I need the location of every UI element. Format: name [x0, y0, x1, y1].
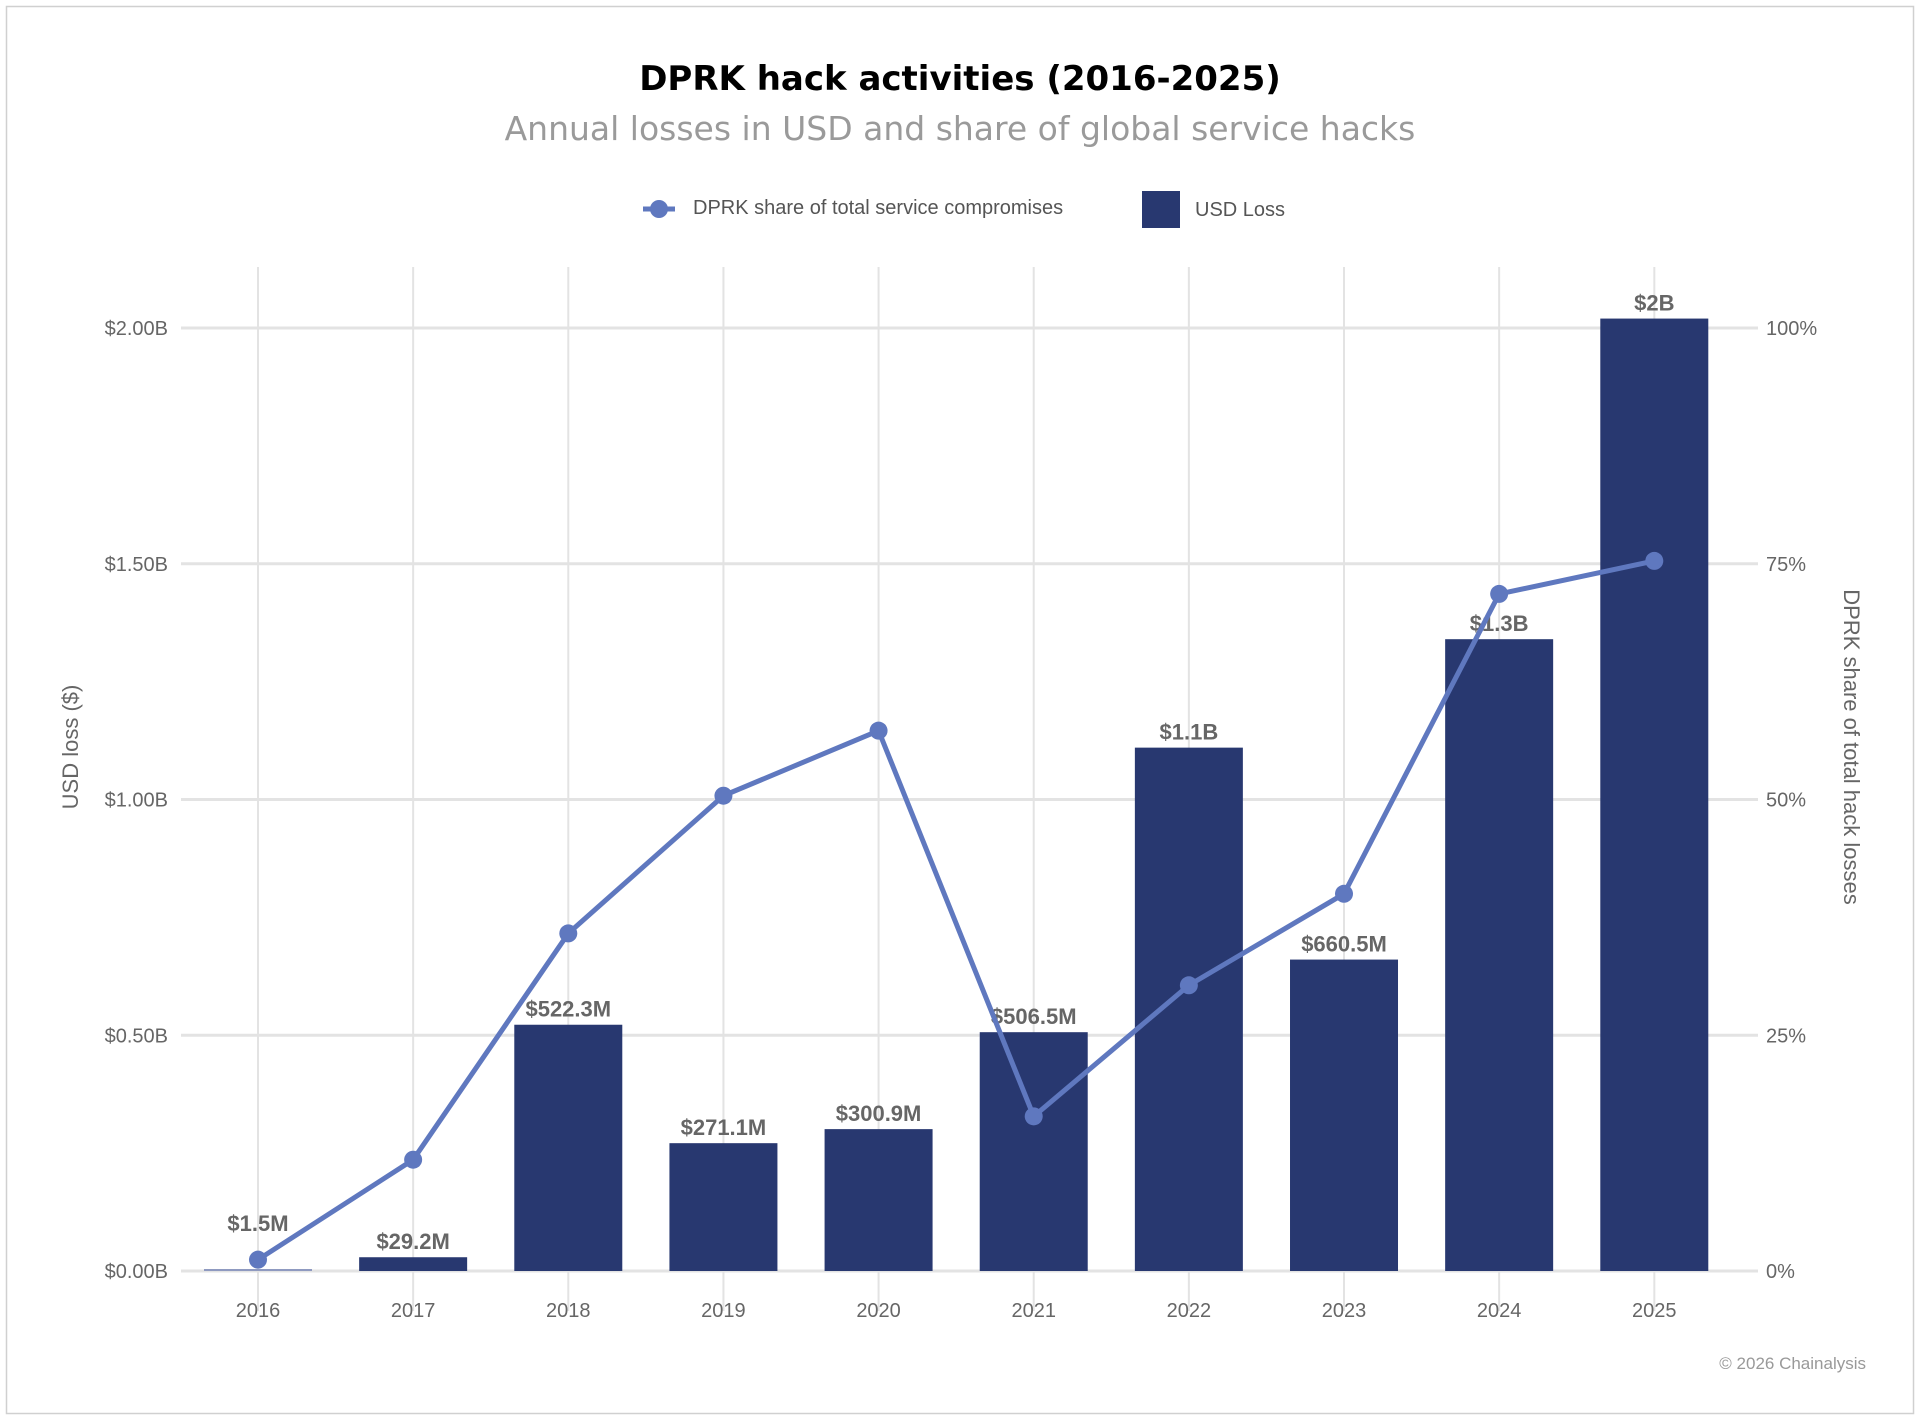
legend-item-share[interactable]: DPRK share of total service compromises — [643, 197, 1063, 219]
bar — [1134, 747, 1243, 1271]
right-axis-title: DPRK share of total hack losses — [1839, 589, 1864, 904]
legend-label-usd: USD Loss — [1195, 199, 1285, 221]
share-line — [249, 551, 1664, 1269]
x-tick-label: 2021 — [1011, 1300, 1056, 1322]
share-point — [404, 1150, 423, 1169]
right-tick-label: 100% — [1766, 318, 1817, 340]
bar-data-label: $522.3M — [525, 997, 611, 1022]
legend-dot-marker — [650, 200, 668, 218]
bar-data-label: $300.9M — [836, 1101, 922, 1126]
share-point — [1645, 551, 1664, 570]
x-tick-label: 2019 — [701, 1300, 746, 1322]
bar-data-label: $1.5M — [227, 1211, 288, 1236]
bar-data-label: $660.5M — [1301, 932, 1387, 957]
bar — [514, 1024, 623, 1271]
x-axis: 2016 2017 2018 2019 2020 2021 2022 2023 2024 2025 — [236, 1300, 1677, 1322]
legend-square-marker — [1142, 191, 1180, 228]
left-axis: $0.00B $0.50B $1.00B $1.50B $2.00B — [105, 318, 168, 1283]
share-point — [1024, 1107, 1043, 1126]
bar — [359, 1257, 468, 1271]
bar — [669, 1143, 778, 1271]
left-axis-title: USD loss ($) — [58, 685, 83, 810]
bar — [979, 1032, 1088, 1271]
share-point — [559, 924, 578, 943]
bar-data-label: $2B — [1634, 291, 1674, 316]
bar-data-label: $29.2M — [376, 1229, 449, 1254]
share-point — [1335, 884, 1354, 903]
bar — [1600, 318, 1709, 1271]
share-point — [714, 786, 733, 805]
x-tick-label: 2023 — [1322, 1300, 1367, 1322]
legend-item-usd[interactable]: USD Loss — [1142, 191, 1285, 228]
right-tick-label: 0% — [1766, 1261, 1795, 1283]
chart-title: DPRK hack activities (2016-2025) — [639, 59, 1281, 99]
x-tick-label: 2020 — [856, 1300, 901, 1322]
bars: $1.5M $29.2M $522.3M $271.1M $300.9M $506.5M $… — [204, 291, 1709, 1271]
x-tick-label: 2024 — [1477, 1300, 1522, 1322]
share-point — [249, 1250, 267, 1269]
right-axis: 0% 25% 50% 75% 100% — [1766, 318, 1817, 1283]
bar-data-label: $1.1B — [1160, 720, 1219, 745]
x-tick-label: 2017 — [391, 1300, 436, 1322]
bar-data-label: $271.1M — [681, 1115, 767, 1140]
x-tick-label: 2016 — [236, 1300, 281, 1322]
bar — [204, 1269, 312, 1271]
bar — [1290, 959, 1399, 1271]
x-tick-label: 2022 — [1167, 1300, 1212, 1322]
left-tick-label: $1.00B — [105, 790, 168, 812]
bar — [824, 1129, 933, 1271]
legend: DPRK share of total service compromises … — [643, 191, 1285, 228]
copyright: © 2026 Chainalysis — [1719, 1354, 1866, 1373]
left-tick-label: $0.50B — [105, 1025, 168, 1047]
left-tick-label: $1.50B — [105, 554, 168, 576]
share-point — [1490, 584, 1509, 603]
share-point — [1179, 976, 1198, 995]
bar — [1445, 639, 1554, 1271]
right-tick-label: 50% — [1766, 790, 1806, 812]
x-tick-label: 2018 — [546, 1300, 591, 1322]
left-tick-label: $0.00B — [105, 1261, 168, 1283]
right-tick-label: 75% — [1766, 554, 1806, 576]
legend-label-share: DPRK share of total service compromises — [693, 197, 1063, 219]
bar-data-label: $506.5M — [991, 1004, 1077, 1029]
share-point — [869, 721, 888, 740]
chart-frame — [5, 5, 1915, 1415]
left-tick-label: $2.00B — [105, 318, 168, 340]
x-tick-label: 2025 — [1632, 1300, 1677, 1322]
right-tick-label: 25% — [1766, 1025, 1806, 1047]
chart-subtitle: Annual losses in USD and share of global… — [505, 109, 1416, 148]
share-line-path — [256, 558, 1655, 1262]
